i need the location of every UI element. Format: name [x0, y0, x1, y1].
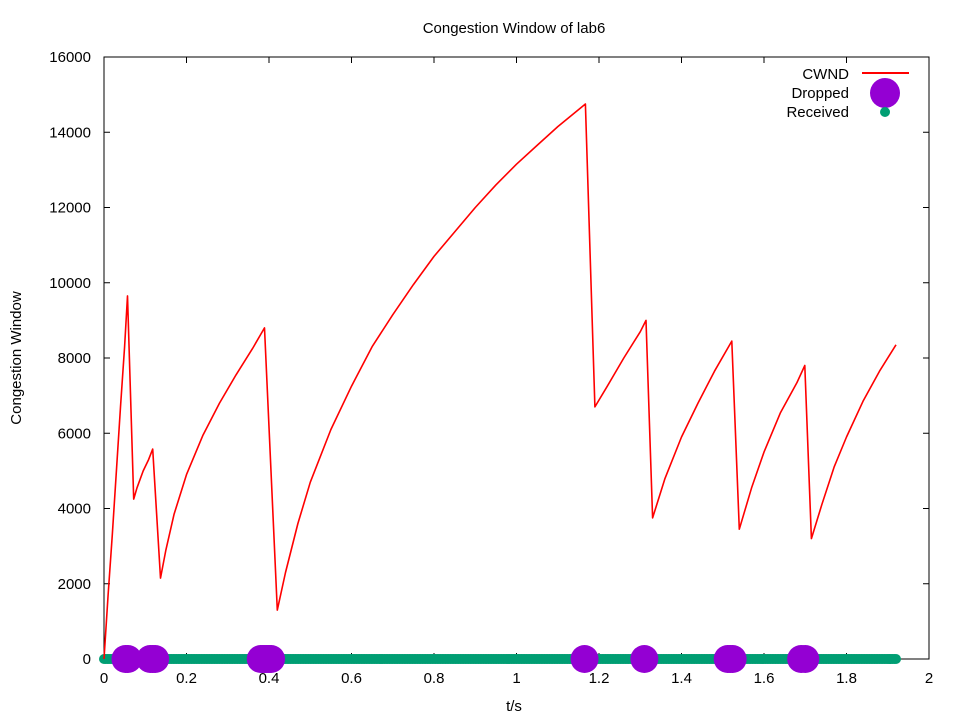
legend-label-cwnd: CWND [802, 66, 849, 83]
dropped-point [570, 645, 599, 673]
dropped-point [113, 645, 142, 673]
y-tick-label: 16000 [49, 49, 91, 66]
y-axis: 0 2000 4000 6000 8000 10000 12000 14000 16000 [49, 49, 929, 668]
received-points [99, 654, 901, 664]
y-axis-label: Congestion Window [8, 291, 25, 425]
x-tick-label: 0.2 [176, 670, 197, 687]
y-tick-label: 14000 [49, 124, 91, 141]
x-tick-label: 2 [925, 670, 933, 687]
legend: CWND Dropped Received [786, 66, 909, 121]
x-tick-label: 1.8 [836, 670, 857, 687]
legend-swatch-dropped [870, 78, 900, 108]
dropped-point [791, 645, 820, 673]
plot-frame [103, 56, 930, 660]
x-tick-label: 1.2 [589, 670, 610, 687]
dropped-point [141, 645, 170, 673]
y-tick-label: 10000 [49, 275, 91, 292]
x-tick-label: 1.4 [671, 670, 692, 687]
x-tick-label: 1.6 [754, 670, 775, 687]
legend-label-received: Received [786, 104, 849, 121]
dropped-point [718, 645, 747, 673]
x-tick-label: 0.8 [424, 670, 445, 687]
y-tick-label: 8000 [58, 350, 91, 367]
y-tick-label: 0 [83, 651, 91, 668]
x-tick-label: 0.6 [341, 670, 362, 687]
dropped-point [257, 645, 286, 673]
x-tick-label: 0.4 [259, 670, 280, 687]
x-axis-label: t/s [506, 698, 522, 715]
x-axis: 0 0.2 0.4 0.6 0.8 1 1.2 1.4 1.6 1.8 2 [100, 57, 933, 687]
y-tick-label: 12000 [49, 200, 91, 217]
series-layer [99, 103, 901, 673]
dropped-point [630, 645, 659, 673]
cwnd-line [103, 103, 897, 660]
dropped-points [111, 645, 820, 673]
x-tick-label: 0 [100, 670, 108, 687]
y-tick-label: 4000 [58, 501, 91, 518]
x-tick-label: 1 [512, 670, 520, 687]
received-point [891, 654, 901, 664]
legend-label-dropped: Dropped [791, 85, 849, 102]
y-tick-label: 2000 [58, 576, 91, 593]
y-tick-label: 6000 [58, 425, 91, 442]
chart-title: Congestion Window of lab6 [423, 20, 606, 37]
legend-swatch-received [880, 107, 890, 117]
